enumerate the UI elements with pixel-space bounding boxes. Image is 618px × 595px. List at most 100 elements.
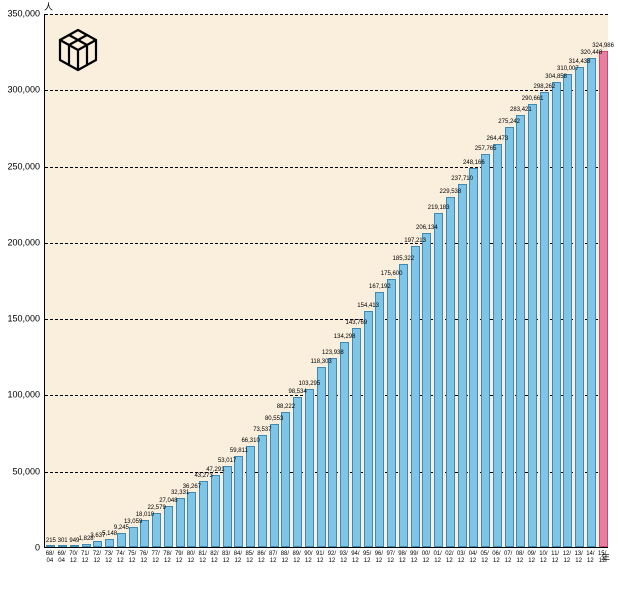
x-tick-label: 80/12 [187,551,195,564]
x-tick-label: 68/04 [46,551,54,564]
x-tick-label: 85/12 [245,551,253,564]
bar [305,389,314,547]
bar-value-label: 123,938 [322,350,344,356]
bar-value-label: 197,213 [404,238,426,244]
bar [176,498,185,547]
x-tick-label: 86/12 [257,551,265,564]
bar-value-label: 175,600 [381,271,403,277]
bar-value-label: 47,291 [206,467,224,473]
bar [399,264,408,547]
bar [364,311,373,547]
bar-value-label: 66,310 [241,438,259,444]
bar [93,541,102,547]
bar [352,328,361,547]
bar [469,168,478,547]
x-tick-label: 99/12 [410,551,418,564]
x-tick-label: 09/12 [527,551,535,564]
bar [258,435,267,547]
bar-value-label: 283,421 [510,107,532,113]
x-tick-label: 06/12 [492,551,500,564]
bar-value-label: 88,222 [277,404,295,410]
bar [422,233,431,548]
bar-value-label: 103,295 [299,381,321,387]
y-tick-label: 300,000 [0,86,40,95]
x-tick-label: 93/12 [339,551,347,564]
x-tick-label: 04/12 [469,551,477,564]
x-tick-label: 00/12 [422,551,430,564]
bar-value-label: 314,438 [569,59,591,65]
x-tick-label: 72/12 [93,551,101,564]
bar [328,358,337,547]
plot-area: 2153019491,8283,6375,1489,24513,05918,01… [44,14,608,548]
bars-group: 2153019491,8283,6375,1489,24513,05918,01… [45,14,608,547]
bar-value-label: 118,303 [311,359,332,365]
bar [58,545,67,547]
y-axis-title: 人 [44,3,53,12]
bar-value-label: 13,059 [124,519,142,525]
x-tick-label: 77/12 [151,551,159,564]
bar-value-label: 43,273 [194,473,212,479]
bar [587,58,596,547]
x-tick-label: 88/12 [281,551,289,564]
x-tick-label: 03/12 [457,551,465,564]
bar-value-label: 324,986 [592,43,614,49]
bar-value-label: 59,811 [230,448,248,454]
bar-value-label: 143,769 [346,320,368,326]
bar [387,279,396,547]
x-tick-label: 83/12 [222,551,230,564]
bar-value-label: 298,262 [534,84,556,90]
x-tick-label: 75/12 [128,551,136,564]
x-tick-label: 07/12 [504,551,512,564]
bar-value-label: 310,007 [557,66,579,72]
bar [575,67,584,547]
y-tick-label: 150,000 [0,315,40,324]
x-tick-label: 92/12 [328,551,336,564]
bar [481,154,490,547]
x-tick-label: 91/12 [316,551,324,564]
bar [234,456,243,547]
bar [70,545,79,547]
bar-value-label: 80,553 [265,416,283,422]
bar-value-label: 73,537 [253,427,271,433]
bar-value-label: 237,710 [451,176,473,182]
bar-value-label: 290,661 [522,96,544,102]
bar [434,213,443,547]
x-tick-label: 12/12 [563,551,571,564]
bar-value-label: 27,048 [159,498,177,504]
bar-value-label: 167,192 [369,284,391,290]
x-tick-label: 97/12 [386,551,394,564]
y-tick-label: 350,000 [0,10,40,19]
bar [270,424,279,547]
x-tick-label: 71/12 [81,551,89,564]
bar [411,246,420,547]
bar [211,475,220,547]
x-tick-label: 94/12 [351,551,359,564]
bar-value-label: 9,245 [114,525,129,531]
bar [164,506,173,547]
bar-value-label: 275,242 [498,119,520,125]
x-tick-label: 13/12 [574,551,582,564]
bar [199,481,208,547]
bar [552,82,561,547]
bar-value-label: 98,534 [288,389,306,395]
bar [340,342,349,547]
x-tick-label: 95/12 [363,551,371,564]
x-tick-label: 69/04 [57,551,65,564]
bar-value-label: 185,322 [393,256,415,262]
logo-icon [53,26,103,81]
x-tick-label: 11/12 [551,551,559,564]
bar [46,545,55,547]
bar [129,527,138,547]
bar [82,544,91,547]
bar-value-label: 264,473 [487,136,509,142]
x-tick-label: 14/12 [586,551,594,564]
x-tick-label: 74/12 [116,551,124,564]
x-tick-label: 08/12 [516,551,524,564]
y-tick-label: 50,000 [0,467,40,476]
x-tick-label: 73/12 [104,551,112,564]
bar-value-label: 32,331 [171,490,189,496]
bar [516,115,525,547]
x-tick-label: 15/12 [598,551,606,564]
x-tick-label: 96/12 [375,551,383,564]
bar-value-label: 53,017 [218,458,236,464]
